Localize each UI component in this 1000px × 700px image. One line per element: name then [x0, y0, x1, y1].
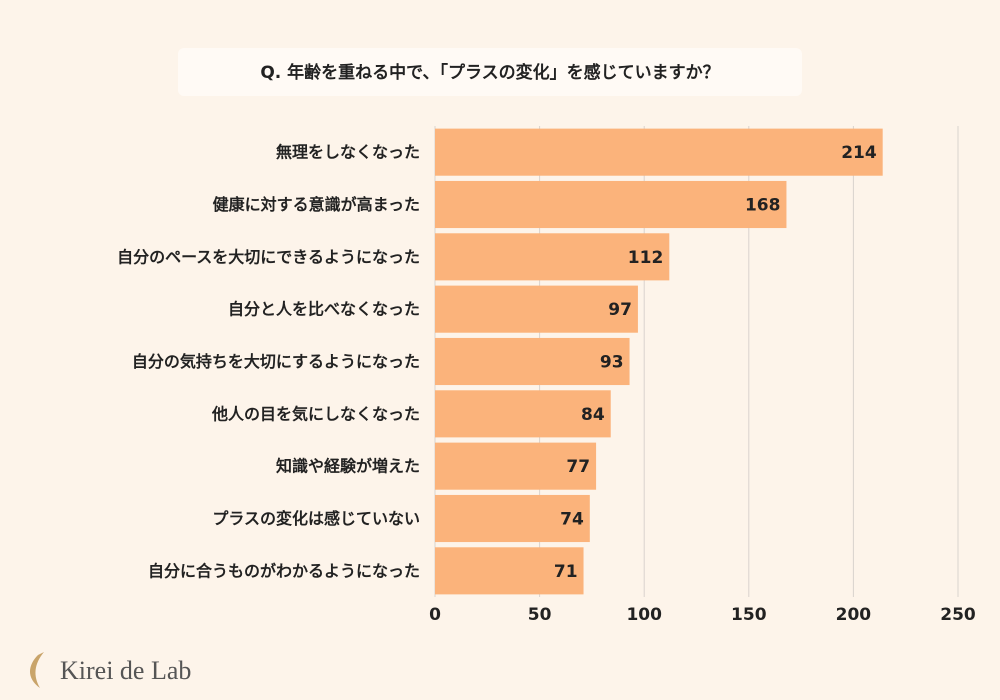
value-label: 168	[745, 196, 781, 216]
value-label: 74	[560, 510, 584, 530]
y-tick-label: 自分と人を比べなくなった	[228, 300, 420, 319]
y-tick-label: 自分に合うものがわかるようになった	[148, 561, 420, 580]
y-tick-label: 健康に対する意識が高まった	[213, 195, 420, 214]
bars: 214 168 112 97 93 84 77 74 71	[435, 128, 883, 595]
value-label: 112	[628, 248, 664, 268]
x-tick-label: 50	[528, 605, 552, 625]
value-label: 71	[554, 562, 578, 582]
chart-title: Q. 年齢を重ねる中で、「プラスの変化」を感じていますか？	[260, 62, 719, 83]
value-label: 97	[608, 300, 632, 320]
x-tick-label: 150	[731, 605, 767, 625]
y-tick-label: 無理をしなくなった	[276, 143, 420, 162]
bar	[435, 337, 630, 386]
y-tick-label: プラスの変化は感じていない	[212, 509, 420, 528]
value-label: 214	[841, 143, 877, 163]
title-box	[178, 48, 802, 96]
bar	[435, 285, 638, 333]
y-tick-label: 知識や経験が増えた	[276, 457, 420, 476]
y-tick-label: 自分のペースを大切にできるようになった	[117, 247, 420, 266]
x-tick-label: 250	[940, 605, 976, 625]
bar	[435, 233, 670, 281]
bar	[435, 442, 597, 490]
bar	[435, 390, 611, 438]
x-tick-label: 100	[626, 605, 662, 625]
x-tick-label: 200	[836, 605, 872, 625]
value-label: 84	[581, 405, 605, 425]
logo-icon	[30, 652, 44, 688]
bar	[435, 547, 584, 595]
x-tick-label: 0	[429, 605, 441, 625]
bar	[435, 180, 787, 229]
value-label: 77	[566, 457, 590, 477]
value-label: 93	[600, 353, 624, 373]
brand: Kirei de Lab	[60, 656, 191, 685]
y-tick-label: 他人の目を気にしなくなった	[211, 404, 420, 423]
y-tick-label: 自分の気持ちを大切にするようになった	[132, 352, 420, 371]
bar	[435, 128, 883, 176]
bar	[435, 494, 590, 543]
